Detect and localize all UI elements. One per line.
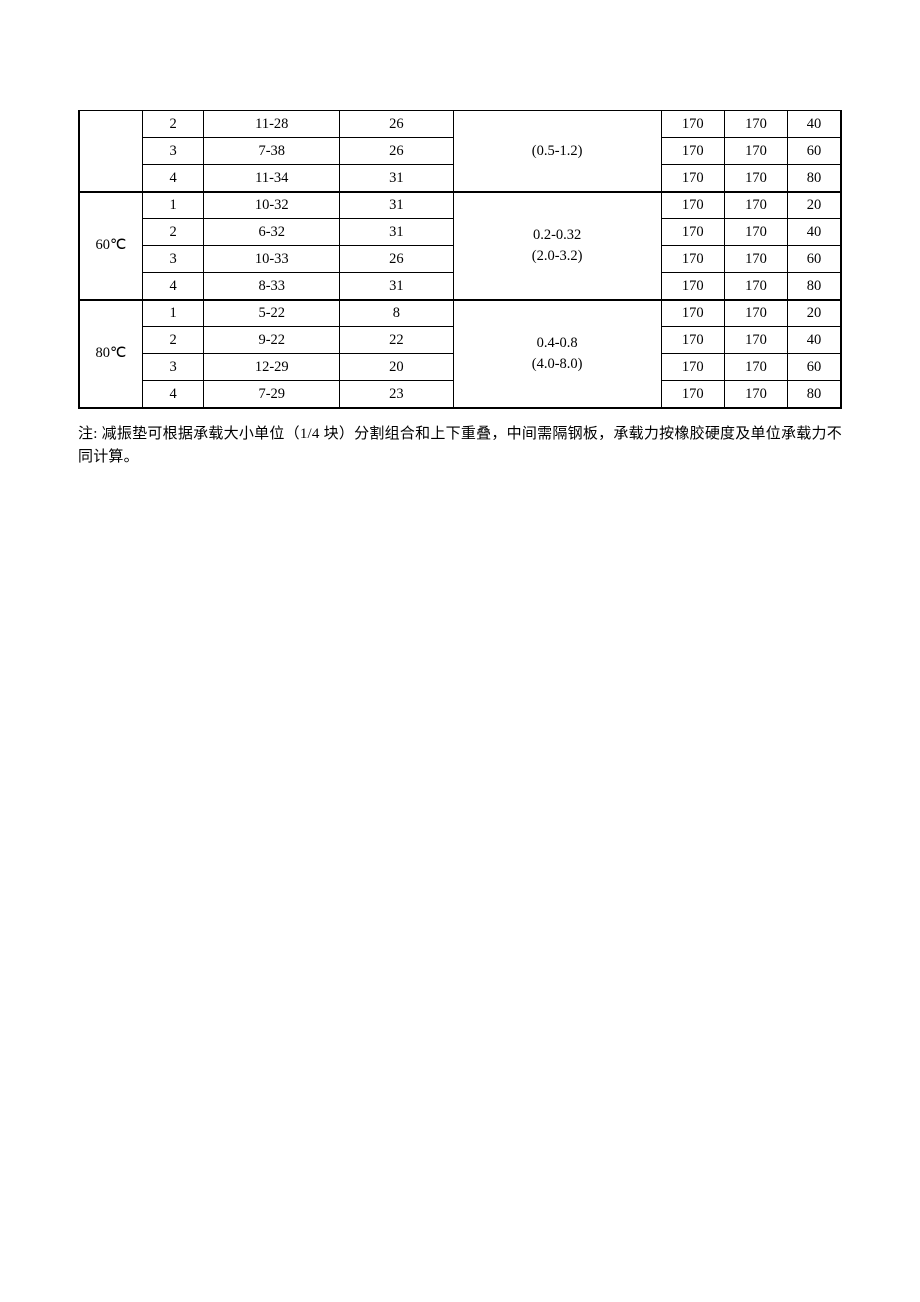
cell: 2 [142,111,204,138]
cell: 170 [724,273,787,300]
cell: 22 [340,327,454,354]
cell: 60 [788,354,841,381]
cell: 170 [724,246,787,273]
cell: 8-33 [204,273,340,300]
cell: 170 [661,246,724,273]
cell: 26 [340,111,454,138]
group-label: 60℃ [79,192,142,300]
range-line2: (2.0-3.2) [532,248,583,264]
cell: 12-29 [204,354,340,381]
cell: 3 [142,138,204,165]
spec-table: 2 11-28 26 (0.5-1.2) 170 170 40 3 7-38 2… [78,110,842,409]
cell: 4 [142,273,204,300]
table-row: 60℃ 1 10-32 31 0.2-0.32 (2.0-3.2) 170 17… [79,192,841,219]
cell: 80 [788,381,841,408]
cell: 80 [788,165,841,192]
cell: 8 [340,300,454,327]
range-line1: 0.4-0.8 [537,335,578,351]
range-line1: 0.2-0.32 [533,227,581,243]
cell: 11-34 [204,165,340,192]
cell: 26 [340,138,454,165]
cell: 170 [661,165,724,192]
cell: 11-28 [204,111,340,138]
cell: 170 [724,354,787,381]
merged-range-cell: 0.2-0.32 (2.0-3.2) [453,192,661,300]
cell: 170 [724,327,787,354]
cell: 2 [142,327,204,354]
cell: 40 [788,327,841,354]
table-row: 80℃ 1 5-22 8 0.4-0.8 (4.0-8.0) 170 170 2… [79,300,841,327]
cell: 40 [788,111,841,138]
cell: 7-29 [204,381,340,408]
range-line2: (4.0-8.0) [532,356,583,372]
cell: 7-38 [204,138,340,165]
cell: 170 [661,138,724,165]
merged-range-cell: (0.5-1.2) [453,111,661,192]
cell: 170 [661,327,724,354]
cell: 10-32 [204,192,340,219]
cell: 40 [788,219,841,246]
cell: 2 [142,219,204,246]
cell: 3 [142,354,204,381]
cell: 31 [340,273,454,300]
cell: 1 [142,192,204,219]
cell: 20 [788,192,841,219]
cell: 26 [340,246,454,273]
cell: 170 [661,192,724,219]
cell: 170 [661,111,724,138]
cell: 170 [661,381,724,408]
cell: 1 [142,300,204,327]
cell: 170 [661,273,724,300]
cell: 170 [661,300,724,327]
cell: 60 [788,138,841,165]
cell: 170 [724,111,787,138]
cell: 80 [788,273,841,300]
cell: 170 [724,381,787,408]
group-label [79,111,142,192]
table-row: 2 11-28 26 (0.5-1.2) 170 170 40 [79,111,841,138]
cell: 31 [340,219,454,246]
cell: 170 [724,138,787,165]
cell: 6-32 [204,219,340,246]
footnote: 注: 减振垫可根据承载大小单位（1/4 块）分割组合和上下重叠，中间需隔钢板，承… [78,423,842,470]
merged-range-cell: 0.4-0.8 (4.0-8.0) [453,300,661,408]
cell: 4 [142,381,204,408]
cell: 20 [340,354,454,381]
cell: 170 [724,192,787,219]
cell: 5-22 [204,300,340,327]
cell: 3 [142,246,204,273]
cell: 170 [724,165,787,192]
table-body: 2 11-28 26 (0.5-1.2) 170 170 40 3 7-38 2… [79,111,841,408]
cell: 170 [661,219,724,246]
cell: 170 [724,219,787,246]
range-line2: (0.5-1.2) [532,143,583,159]
cell: 170 [661,354,724,381]
cell: 4 [142,165,204,192]
cell: 23 [340,381,454,408]
cell: 60 [788,246,841,273]
cell: 9-22 [204,327,340,354]
cell: 10-33 [204,246,340,273]
cell: 31 [340,165,454,192]
cell: 20 [788,300,841,327]
cell: 31 [340,192,454,219]
group-label: 80℃ [79,300,142,408]
cell: 170 [724,300,787,327]
